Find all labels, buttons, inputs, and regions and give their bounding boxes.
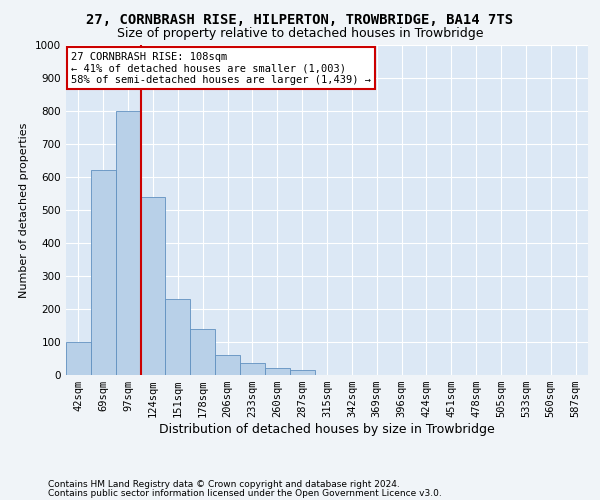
Bar — [116, 111, 140, 375]
Bar — [140, 197, 166, 375]
Bar — [240, 364, 265, 375]
Text: Contains HM Land Registry data © Crown copyright and database right 2024.: Contains HM Land Registry data © Crown c… — [48, 480, 400, 489]
Bar — [91, 170, 116, 375]
Text: Size of property relative to detached houses in Trowbridge: Size of property relative to detached ho… — [117, 28, 483, 40]
Bar — [190, 329, 215, 375]
Bar — [265, 368, 290, 375]
Bar — [166, 299, 190, 375]
Bar — [66, 342, 91, 375]
Bar — [290, 370, 314, 375]
X-axis label: Distribution of detached houses by size in Trowbridge: Distribution of detached houses by size … — [159, 423, 495, 436]
Text: 27, CORNBRASH RISE, HILPERTON, TROWBRIDGE, BA14 7TS: 27, CORNBRASH RISE, HILPERTON, TROWBRIDG… — [86, 12, 514, 26]
Bar — [215, 355, 240, 375]
Text: Contains public sector information licensed under the Open Government Licence v3: Contains public sector information licen… — [48, 488, 442, 498]
Text: 27 CORNBRASH RISE: 108sqm
← 41% of detached houses are smaller (1,003)
58% of se: 27 CORNBRASH RISE: 108sqm ← 41% of detac… — [71, 52, 371, 85]
Y-axis label: Number of detached properties: Number of detached properties — [19, 122, 29, 298]
